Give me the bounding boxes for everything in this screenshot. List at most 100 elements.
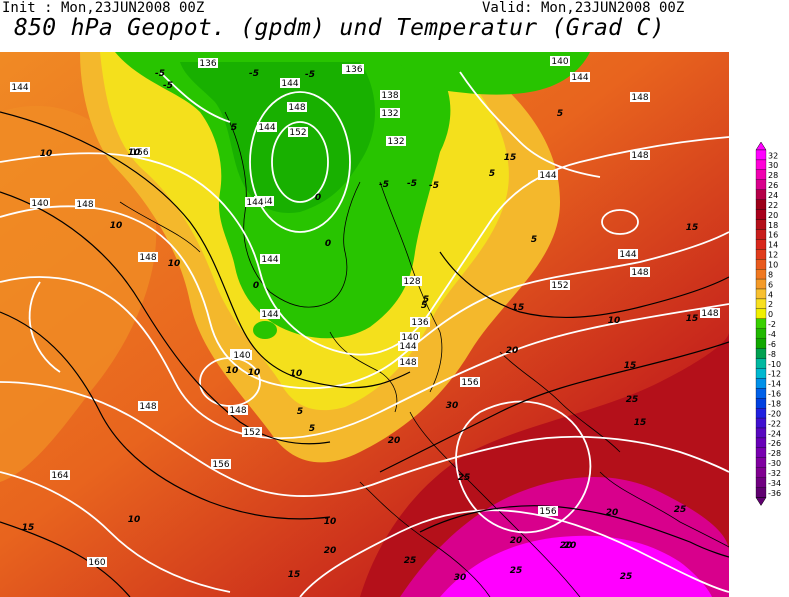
- temperature-label: 10: [248, 368, 261, 378]
- geopotential-label-box: [550, 280, 570, 290]
- geopotential-label: 132: [381, 109, 398, 119]
- temperature-label: 5: [423, 295, 429, 305]
- temperature-label: 20: [560, 541, 573, 551]
- geopotential-label-box: [618, 249, 638, 259]
- temperature-label: -5: [429, 181, 439, 191]
- coastlines: [119, 111, 729, 597]
- temperature-label: -5: [249, 69, 259, 79]
- legend-label: 32: [768, 151, 778, 160]
- geopotential-label: 140: [31, 199, 48, 209]
- geopotential-label: 148: [288, 103, 305, 113]
- temperature-label: 0: [325, 239, 331, 249]
- legend-label: 20: [768, 211, 778, 220]
- legend-swatch: [755, 358, 767, 369]
- green-spot: [253, 321, 277, 339]
- temperature-label: 10: [168, 259, 181, 269]
- temperature-label: 5: [531, 235, 537, 245]
- legend-swatch: [755, 308, 767, 319]
- geopotential-label: 148: [631, 151, 648, 161]
- legend-label: -2: [768, 320, 776, 329]
- temperature-label: 10: [128, 515, 141, 525]
- temperature-label: 20: [564, 541, 577, 551]
- legend-label: 30: [768, 161, 778, 170]
- geopotential-label-box: [75, 199, 95, 209]
- legend-label: 10: [768, 260, 778, 269]
- temperature-label: 15: [512, 303, 525, 313]
- legend-label: -24: [768, 429, 781, 438]
- legend-swatch: [755, 288, 767, 300]
- legend-label: -6: [768, 340, 776, 349]
- geopotential-label-box: [242, 427, 262, 437]
- temperature-label: 15: [686, 223, 699, 233]
- legend-label: 14: [768, 241, 778, 250]
- legend-swatch: [755, 278, 767, 290]
- geopotential-label: 156: [461, 378, 478, 388]
- legend-swatch: [755, 199, 767, 210]
- geopotential-label: 136: [345, 65, 362, 75]
- geopotential-label: 152: [551, 281, 568, 291]
- legend-swatch: [755, 189, 767, 200]
- geopotential-label: 148: [229, 406, 246, 416]
- geopotential-label-group: 1361361441481521441361381321321441401481…: [10, 56, 720, 568]
- legend-label: -10: [768, 360, 781, 369]
- geopotential-label: 156: [539, 507, 556, 517]
- weather-map: 1361361441481521441361381321321441401481…: [0, 52, 729, 597]
- temperature-label: 5: [297, 407, 303, 417]
- temperature-label: 15: [686, 314, 699, 324]
- geopotential-label: 148: [399, 358, 416, 368]
- temperature-label: 20: [388, 436, 401, 446]
- map-title: 850 hPa Geopot. (gpdm) und Temperatur (G…: [14, 15, 665, 41]
- geopotential-label-box: [232, 350, 252, 360]
- legend-label: 2: [768, 300, 773, 309]
- geopotential-label-box: [344, 64, 364, 74]
- legend-label: 28: [768, 171, 778, 180]
- legend-arrow-top: [755, 142, 767, 151]
- temperature-label: 20: [324, 546, 337, 556]
- legend-label: -30: [768, 459, 781, 468]
- legend-swatch: [755, 239, 767, 250]
- geopotential-label: 144: [11, 83, 28, 93]
- geopotential-label-box: [260, 254, 280, 264]
- legend-swatch: [755, 338, 767, 349]
- geopotential-label-box: [402, 276, 422, 286]
- geopotential-label-box: [630, 150, 650, 160]
- geopotential-label: 148: [76, 200, 93, 210]
- geopotential-label-box: [570, 72, 590, 82]
- geopotential-label-box: [538, 506, 558, 516]
- valid-time: Valid: Mon,23JUN2008 00Z: [482, 0, 685, 16]
- geopotential-label-box: [630, 92, 650, 102]
- geopotential-label-box: [630, 267, 650, 277]
- geopotential-label: 156: [212, 460, 229, 470]
- geopotential-label: 148: [631, 93, 648, 103]
- legend-label: -22: [768, 419, 781, 428]
- temperature-label: 30: [454, 573, 467, 583]
- geopotential-label-box: [130, 147, 150, 157]
- geopotential-label-box: [460, 377, 480, 387]
- geopotential-label-box: [398, 357, 418, 367]
- geopotential-label-box: [211, 459, 231, 469]
- geopotential-label: 138: [381, 91, 398, 101]
- geopotential-label: 144: [261, 255, 278, 265]
- legend-label: -20: [768, 409, 781, 418]
- geopotential-label-box: [410, 317, 430, 327]
- temperature-label: 10: [608, 316, 621, 326]
- legend-label: 16: [768, 231, 778, 240]
- temperature-label: 25: [620, 572, 633, 582]
- temperature-label: 15: [504, 153, 517, 163]
- legend-swatch: [755, 417, 767, 429]
- geopotential-label: 152: [243, 428, 260, 438]
- temperature-label: 15: [624, 361, 637, 371]
- init-time: Init : Mon,23JUN2008 00Z: [2, 0, 205, 16]
- legend-swatch: [755, 159, 767, 171]
- legend-swatch: [755, 398, 767, 409]
- temperature-label: 25: [458, 473, 471, 483]
- temperature-label: -5: [155, 69, 165, 79]
- legend-swatch: [755, 219, 767, 230]
- temperature-label: 10: [110, 221, 123, 231]
- legend-label: -36: [768, 489, 781, 498]
- temperature-label: 25: [674, 505, 687, 515]
- geopotential-label: 144: [246, 198, 263, 208]
- geopotential-label: 144: [261, 310, 278, 320]
- temperature-label: -5: [163, 81, 173, 91]
- legend-label: -8: [768, 350, 776, 359]
